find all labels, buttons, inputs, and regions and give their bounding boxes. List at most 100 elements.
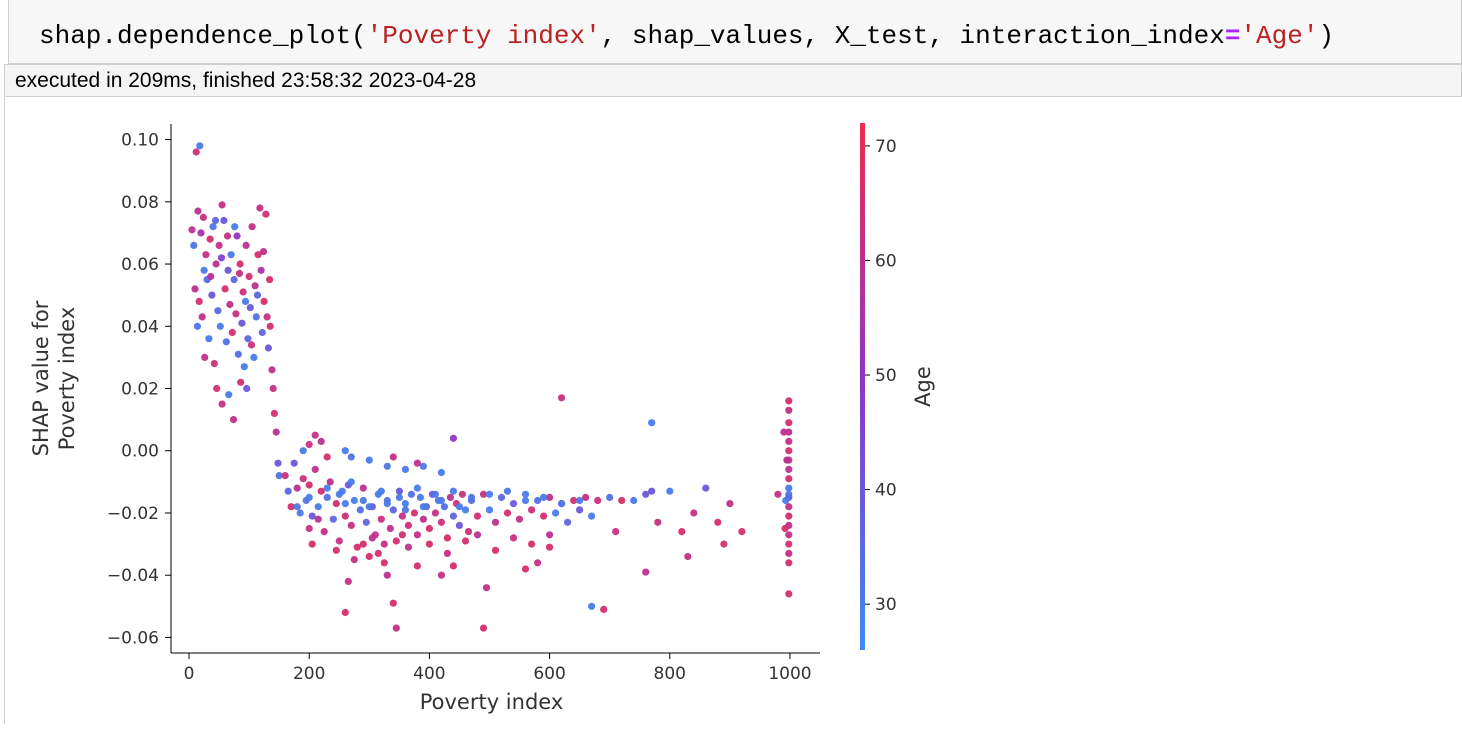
scatter-point <box>205 335 213 343</box>
scatter-point <box>458 490 466 498</box>
scatter-point <box>275 472 283 480</box>
scatter-point <box>774 490 782 498</box>
scatter-point <box>274 459 282 467</box>
scatter-point <box>188 226 196 234</box>
scatter-point <box>785 475 793 483</box>
scatter-point <box>232 310 240 318</box>
scatter-point <box>210 360 218 368</box>
scatter-point <box>231 223 239 231</box>
scatter-point <box>443 534 451 542</box>
scatter-point <box>216 322 224 330</box>
plot-axes: 0 200 400 600 800 1000 0.10 0.08 0.06 0.04 0.02 0.0… <box>107 124 820 684</box>
scatter-point <box>401 506 409 514</box>
scatter-point <box>226 300 234 309</box>
scatter-point <box>404 521 412 529</box>
scatter-point <box>206 235 214 243</box>
x-axis-label: Poverty index <box>420 690 564 714</box>
scatter-point <box>783 456 791 464</box>
scatter-point <box>293 484 301 492</box>
code-cell[interactable]: shap.dependence_plot('Poverty index', sh… <box>8 0 1462 64</box>
scatter-point <box>528 506 536 514</box>
scatter-point <box>268 366 276 374</box>
scatter-point <box>212 260 220 268</box>
scatter-point <box>213 384 221 393</box>
scatter-point <box>227 251 235 259</box>
scatter-point <box>374 549 382 557</box>
scatter-point <box>211 216 220 225</box>
y-tick-label: 0.08 <box>121 193 159 213</box>
scatter-point <box>254 251 262 259</box>
scatter-point <box>305 524 313 533</box>
scatter-point <box>259 248 268 256</box>
scatter-point <box>320 528 328 536</box>
scatter-point <box>449 487 457 495</box>
scatter-point <box>242 241 250 249</box>
y-tick-label: 0.10 <box>121 131 159 151</box>
scatter-point <box>197 229 205 237</box>
scatter-point <box>308 540 316 548</box>
scatter-point <box>252 313 260 321</box>
colorbar-label: Age <box>911 366 935 407</box>
scatter-point <box>497 493 506 501</box>
code-line[interactable]: shap.dependence_plot('Poverty index', sh… <box>39 18 1334 54</box>
scatter-point <box>220 216 228 225</box>
scatter-point <box>247 341 256 349</box>
scatter-point <box>702 484 710 492</box>
scatter-point <box>528 540 536 548</box>
scatter-point <box>347 478 355 486</box>
scatter-point <box>546 531 554 539</box>
scatter-point <box>464 528 473 536</box>
scatter-point <box>401 500 409 508</box>
scatter-point <box>235 269 244 277</box>
code-token: 'Age' <box>1240 21 1319 51</box>
scatter-point <box>443 549 451 557</box>
scatter-point <box>785 397 793 405</box>
scatter-point <box>509 500 518 508</box>
scatter-point <box>600 605 608 613</box>
scatter-point <box>461 506 470 514</box>
scatter-point <box>515 515 524 523</box>
scatter-point <box>714 518 722 526</box>
scatter-point <box>576 506 584 514</box>
scatter-point <box>359 484 367 492</box>
code-token: 'Poverty index' <box>366 21 601 51</box>
scatter-point <box>209 223 217 231</box>
y-tick-label: 0.06 <box>121 255 159 275</box>
scatter-point <box>215 241 223 249</box>
scatter-point <box>195 297 203 305</box>
scatter-point <box>317 437 325 445</box>
scatter-point <box>558 394 566 402</box>
scatter-point <box>785 490 793 498</box>
scatter-point <box>479 624 488 632</box>
scatter-point <box>332 546 340 554</box>
scatter-point <box>666 487 674 495</box>
scatter-point <box>335 537 343 545</box>
scatter-point <box>413 562 421 570</box>
scatter-point <box>437 571 445 579</box>
execution-info-text: executed in 209ms, finished 23:58:32 202… <box>15 69 477 92</box>
scatter-point <box>202 251 210 259</box>
scatter-point <box>558 500 566 508</box>
scatter-point <box>332 500 340 508</box>
scatter-point <box>449 562 457 570</box>
output-area: 0 200 400 600 800 1000 0.10 0.08 0.06 0.04 0.02 0.0… <box>4 97 1462 724</box>
scatter-point <box>684 552 692 561</box>
scatter-point <box>785 559 793 567</box>
scatter-point <box>262 210 270 218</box>
scatter-point <box>642 568 650 576</box>
scatter-point <box>217 254 226 262</box>
scatter-point <box>419 503 427 511</box>
scatter-point <box>359 496 367 505</box>
scatter-point <box>410 509 418 517</box>
scatter-point <box>214 307 222 315</box>
scatter-point <box>305 481 313 489</box>
scatter-point <box>413 531 421 539</box>
scatter-point <box>425 524 433 533</box>
y-tick-label: 0.04 <box>121 317 159 337</box>
scatter-point <box>238 319 246 327</box>
scatter-point <box>194 207 202 215</box>
scatter-point <box>356 506 364 514</box>
scatter-point <box>365 552 373 561</box>
scatter-point <box>350 496 358 505</box>
scatter-point <box>190 241 198 249</box>
